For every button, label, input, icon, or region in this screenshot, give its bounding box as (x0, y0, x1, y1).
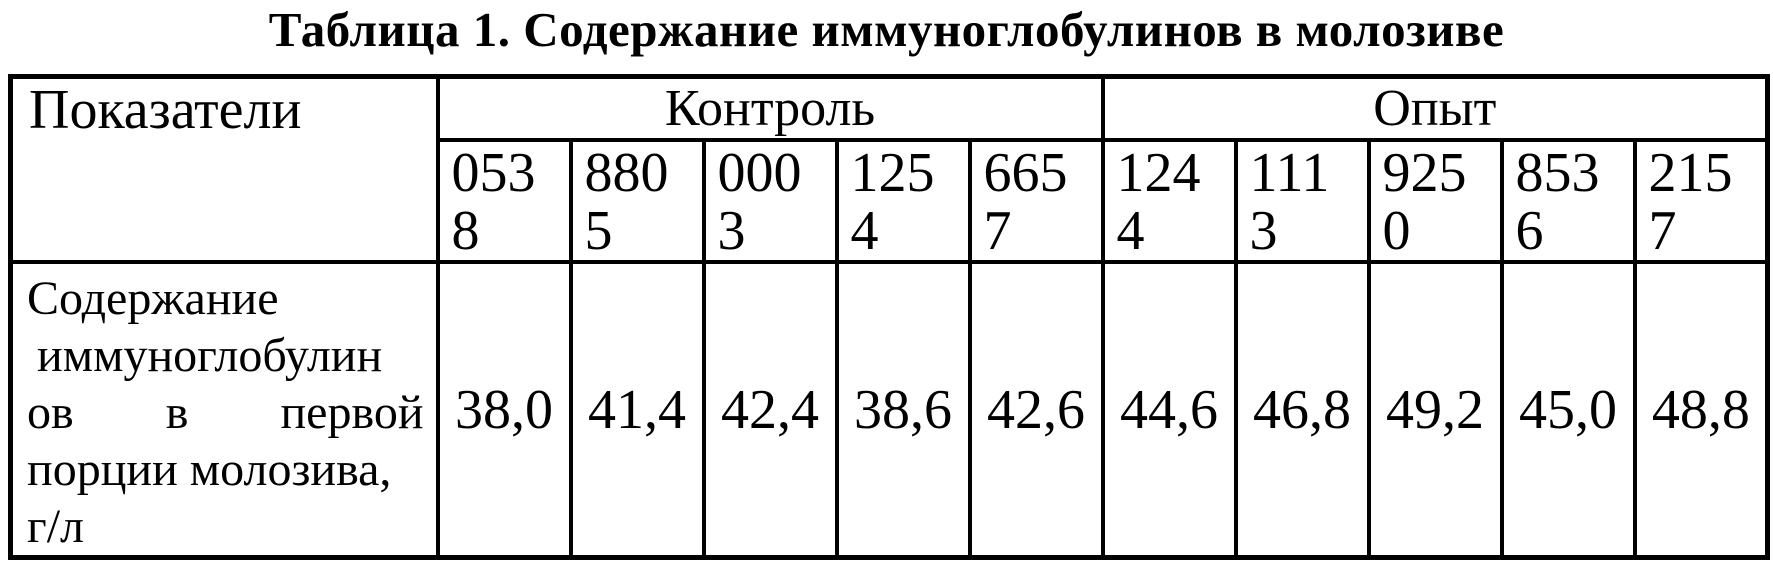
value-cell: 42,4 (701, 260, 839, 560)
animal-id-cell: 1254 (834, 137, 972, 265)
animal-id-cell: 0538 (435, 137, 573, 265)
animal-id: 1254 (850, 142, 935, 263)
indicator-line: г/л (27, 500, 84, 554)
value-cell: 44,6 (1100, 260, 1238, 560)
table-title: Таблица 1. Содержание иммуноглобулинов в… (268, 2, 1505, 57)
value-cell: 45,0 (1499, 260, 1637, 560)
value-cell: 38,6 (834, 260, 972, 560)
animal-id: 8805 (584, 142, 669, 263)
animal-id: 6657 (983, 142, 1068, 263)
value-cell: 38,0 (435, 260, 573, 560)
animal-id: 1244 (1116, 142, 1201, 263)
animal-id-cell: 1113 (1233, 137, 1371, 265)
value-cell: 49,2 (1366, 260, 1504, 560)
animal-id-cell: 2157 (1632, 137, 1770, 265)
animal-id-cell: 1244 (1100, 137, 1238, 265)
value-cell: 46,8 (1233, 260, 1371, 560)
indicator-line: иммуноглобулин (37, 329, 383, 383)
group-header-row: Показатели Контроль Опыт (8, 74, 1770, 265)
indicator-data-row: Содержание иммуноглобулин ов в первой по… (8, 260, 1770, 560)
indicators-header-cell: Показатели (8, 74, 440, 265)
immunoglobulin-table: Показатели Контроль Опыт 0538 8805 0003 … (8, 74, 1771, 561)
animal-id: 8536 (1515, 142, 1600, 263)
value-cell: 41,4 (568, 260, 706, 560)
animal-id-cell: 8805 (568, 137, 706, 265)
group-header-experiment: Опыт (1100, 74, 1770, 142)
indicator-line: ов в первой (27, 386, 424, 440)
indicator-line: порции молозива, (27, 443, 392, 497)
animal-id: 1113 (1249, 142, 1330, 263)
animal-id-row: 0538 8805 0003 1254 6657 1244 1113 9250 … (11, 137, 1770, 265)
indicator-line: Содержание (27, 272, 279, 326)
animal-id-cell: 6657 (967, 137, 1105, 265)
value-cell: 48,8 (1632, 260, 1770, 560)
animal-id-cell: 8536 (1499, 137, 1637, 265)
animal-id: 2157 (1648, 142, 1733, 263)
group-header-control: Контроль (435, 74, 1105, 142)
value-cell: 42,6 (967, 260, 1105, 560)
indicator-name-cell: Содержание иммуноглобулин ов в первой по… (8, 260, 440, 560)
animal-id: 0003 (717, 142, 802, 263)
animal-id: 0538 (451, 142, 536, 263)
animal-id-cell: 9250 (1366, 137, 1504, 265)
animal-id-cell: 0003 (701, 137, 839, 265)
animal-id: 9250 (1382, 142, 1467, 263)
